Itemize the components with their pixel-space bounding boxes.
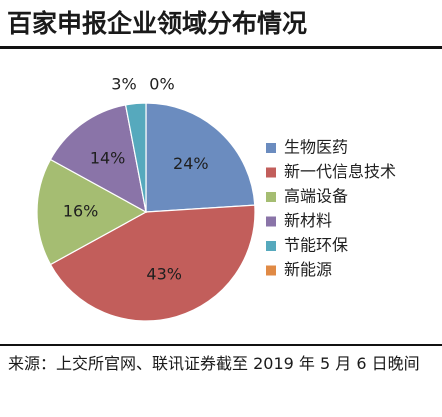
pie-slice-1 xyxy=(145,102,256,213)
source-note: 来源：上交所官网、联讯证券截至 2019 年 5 月 6 日晚间 xyxy=(8,354,420,373)
pie-slice-4 xyxy=(49,104,147,214)
legend-label-4: 新材料 xyxy=(284,211,332,230)
legend-swatch-5 xyxy=(266,241,276,251)
pie-slice-label-2: 43% xyxy=(146,264,182,283)
legend-swatch-3 xyxy=(266,192,276,202)
pie-slice-3 xyxy=(36,158,148,266)
legend-label-3: 高端设备 xyxy=(284,187,348,206)
pie-slice-2 xyxy=(49,204,256,322)
legend-swatch-6 xyxy=(266,265,276,276)
pie-slice-label-6: 0% xyxy=(149,75,174,94)
pie-slice-label-4: 14% xyxy=(90,149,126,168)
pie-slice-label-3: 16% xyxy=(63,202,99,221)
pie-slice-label-5: 3% xyxy=(111,75,136,94)
pie-slice-label-1: 24% xyxy=(173,154,209,173)
source-rule xyxy=(0,344,442,346)
legend-label-5: 节能环保 xyxy=(284,236,348,255)
title-rule xyxy=(0,46,442,49)
legend-label-6: 新能源 xyxy=(284,260,332,279)
pie-chart: 24% 43% 16% 14% 3% 0% 生物医药新一代信息技术高端设备新材料节能环保新能… xyxy=(36,75,396,322)
legend-swatch-2 xyxy=(266,167,276,178)
chart-title: 百家申报企业领域分布情况 xyxy=(7,9,308,38)
legend-label-1: 生物医药 xyxy=(284,138,348,157)
pie-slice-5 xyxy=(124,102,147,213)
legend-swatch-4 xyxy=(266,216,276,227)
legend-swatch-1 xyxy=(266,143,276,153)
legend-label-2: 新一代信息技术 xyxy=(284,162,396,181)
